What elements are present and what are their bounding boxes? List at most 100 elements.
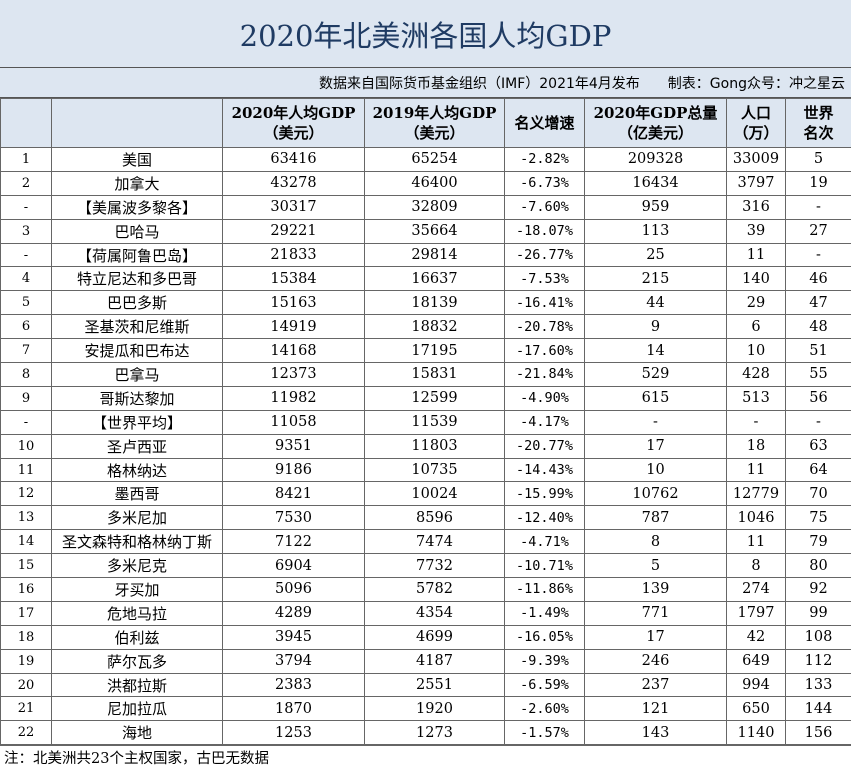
table-cell[interactable]: 11982 bbox=[222, 385, 365, 411]
table-cell[interactable]: 21833 bbox=[222, 242, 365, 268]
table-cell[interactable]: -26.77% bbox=[504, 242, 585, 268]
table-cell[interactable]: 15384 bbox=[222, 266, 365, 292]
table-cell[interactable]: -1.49% bbox=[504, 600, 585, 626]
table-cell[interactable]: 63 bbox=[785, 433, 851, 459]
table-cell[interactable]: 8 bbox=[726, 553, 786, 579]
table-cell[interactable]: 11 bbox=[726, 242, 786, 268]
table-cell[interactable]: 7 bbox=[0, 338, 52, 364]
table-cell[interactable]: 113 bbox=[584, 218, 727, 244]
table-cell[interactable]: 29814 bbox=[364, 242, 505, 268]
table-cell[interactable]: 47 bbox=[785, 290, 851, 316]
table-cell[interactable]: 3 bbox=[0, 218, 52, 244]
table-cell[interactable]: 48 bbox=[785, 314, 851, 340]
table-cell[interactable]: 12373 bbox=[222, 362, 365, 387]
table-cell[interactable]: 959 bbox=[584, 194, 727, 220]
table-cell[interactable]: 12 bbox=[0, 481, 52, 507]
table-cell[interactable]: 215 bbox=[584, 266, 727, 292]
table-cell[interactable]: -11.86% bbox=[504, 577, 585, 602]
table-cell[interactable]: 4289 bbox=[222, 600, 365, 626]
table-cell[interactable]: 9186 bbox=[222, 457, 365, 483]
table-cell[interactable]: 13 bbox=[0, 505, 52, 531]
table-cell[interactable]: 1273 bbox=[364, 720, 505, 746]
table-cell[interactable]: 多米尼加 bbox=[51, 505, 223, 531]
table-cell[interactable]: 771 bbox=[584, 600, 727, 626]
table-cell[interactable]: 6 bbox=[726, 314, 786, 340]
table-cell[interactable]: 99 bbox=[785, 600, 851, 626]
table-cell[interactable]: 10 bbox=[584, 457, 727, 483]
table-cell[interactable]: -4.17% bbox=[504, 409, 585, 435]
table-cell[interactable]: 139 bbox=[584, 577, 727, 602]
table-cell[interactable]: 9 bbox=[584, 314, 727, 340]
table-cell[interactable]: 7732 bbox=[364, 553, 505, 579]
table-cell[interactable]: 1046 bbox=[726, 505, 786, 531]
table-cell[interactable]: 【美属波多黎各】 bbox=[51, 194, 223, 220]
table-cell[interactable]: 10 bbox=[0, 433, 52, 459]
table-cell[interactable]: 30317 bbox=[222, 194, 365, 220]
table-cell[interactable]: 6 bbox=[0, 314, 52, 340]
table-cell[interactable]: 1 bbox=[0, 147, 52, 172]
table-cell[interactable]: -17.60% bbox=[504, 338, 585, 364]
table-cell[interactable]: 29221 bbox=[222, 218, 365, 244]
table-cell[interactable]: 615 bbox=[584, 385, 727, 411]
table-cell[interactable]: 144 bbox=[785, 696, 851, 722]
table-cell[interactable]: 安提瓜和巴布达 bbox=[51, 338, 223, 364]
table-cell[interactable]: 14 bbox=[584, 338, 727, 364]
table-cell[interactable]: -7.53% bbox=[504, 266, 585, 292]
table-cell[interactable]: 9 bbox=[0, 385, 52, 411]
table-cell[interactable]: 274 bbox=[726, 577, 786, 602]
table-cell[interactable]: 圣文森特和格林纳丁斯 bbox=[51, 529, 223, 555]
table-cell[interactable]: -1.57% bbox=[504, 720, 585, 746]
table-cell[interactable]: 14 bbox=[0, 529, 52, 555]
table-cell[interactable]: 17 bbox=[584, 433, 727, 459]
table-cell[interactable]: 18139 bbox=[364, 290, 505, 316]
table-cell[interactable]: 4354 bbox=[364, 600, 505, 626]
table-cell[interactable]: 15831 bbox=[364, 362, 505, 387]
table-cell[interactable]: 64 bbox=[785, 457, 851, 483]
table-cell[interactable]: 16637 bbox=[364, 266, 505, 292]
table-cell[interactable]: 8421 bbox=[222, 481, 365, 507]
table-cell[interactable]: 16434 bbox=[584, 170, 727, 196]
table-cell[interactable]: 7530 bbox=[222, 505, 365, 531]
table-cell[interactable]: - bbox=[0, 242, 52, 268]
table-cell[interactable]: -4.90% bbox=[504, 385, 585, 411]
table-cell[interactable]: 11 bbox=[726, 529, 786, 555]
table-cell[interactable]: 圣基茨和尼维斯 bbox=[51, 314, 223, 340]
table-cell[interactable]: 洪都拉斯 bbox=[51, 672, 223, 698]
table-cell[interactable]: 12599 bbox=[364, 385, 505, 411]
table-cell[interactable]: 5096 bbox=[222, 577, 365, 602]
table-cell[interactable]: 伯利兹 bbox=[51, 624, 223, 650]
table-cell[interactable]: 428 bbox=[726, 362, 786, 387]
table-cell[interactable]: 237 bbox=[584, 672, 727, 698]
table-cell[interactable]: 529 bbox=[584, 362, 727, 387]
table-cell[interactable]: 18832 bbox=[364, 314, 505, 340]
table-cell[interactable]: 112 bbox=[785, 648, 851, 674]
table-cell[interactable]: 108 bbox=[785, 624, 851, 650]
table-cell[interactable]: 4187 bbox=[364, 648, 505, 674]
table-cell[interactable]: 1140 bbox=[726, 720, 786, 746]
table-cell[interactable]: 51 bbox=[785, 338, 851, 364]
table-cell[interactable]: - bbox=[785, 409, 851, 435]
table-cell[interactable]: 7474 bbox=[364, 529, 505, 555]
table-cell[interactable]: 4 bbox=[0, 266, 52, 292]
table-cell[interactable]: 16 bbox=[0, 577, 52, 602]
table-cell[interactable]: 危地马拉 bbox=[51, 600, 223, 626]
table-cell[interactable]: 32809 bbox=[364, 194, 505, 220]
table-cell[interactable]: 18 bbox=[0, 624, 52, 650]
table-cell[interactable]: 17 bbox=[584, 624, 727, 650]
table-cell[interactable]: 5 bbox=[0, 290, 52, 316]
table-cell[interactable]: 143 bbox=[584, 720, 727, 746]
table-cell[interactable]: 649 bbox=[726, 648, 786, 674]
table-cell[interactable]: 1253 bbox=[222, 720, 365, 746]
table-cell[interactable]: 10735 bbox=[364, 457, 505, 483]
table-cell[interactable]: -6.59% bbox=[504, 672, 585, 698]
table-cell[interactable]: 133 bbox=[785, 672, 851, 698]
table-cell[interactable]: 10024 bbox=[364, 481, 505, 507]
table-cell[interactable]: 14168 bbox=[222, 338, 365, 364]
table-cell[interactable]: 6904 bbox=[222, 553, 365, 579]
table-cell[interactable]: - bbox=[584, 409, 727, 435]
table-cell[interactable]: 美国 bbox=[51, 147, 223, 172]
table-cell[interactable]: 海地 bbox=[51, 720, 223, 746]
table-cell[interactable]: -4.71% bbox=[504, 529, 585, 555]
table-cell[interactable]: 63416 bbox=[222, 147, 365, 172]
table-cell[interactable]: 140 bbox=[726, 266, 786, 292]
